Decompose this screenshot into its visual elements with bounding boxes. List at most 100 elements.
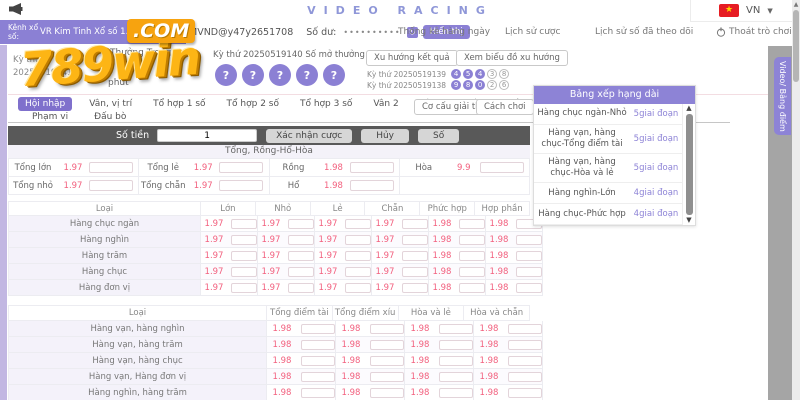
nav-followed-numbers[interactable]: Lịch sử số đã theo dõi bbox=[595, 27, 694, 37]
nav-exit-game[interactable]: Thoát trò chơi bbox=[716, 27, 792, 37]
bet-input[interactable] bbox=[89, 162, 133, 173]
tab-to-hop-1-so[interactable]: Tổ hợp 1 số bbox=[153, 99, 206, 109]
bet-input[interactable] bbox=[439, 371, 473, 382]
ranking-scrollbar[interactable]: ▲ ▼ bbox=[682, 104, 695, 226]
bet-input[interactable] bbox=[402, 250, 428, 261]
bet-input[interactable] bbox=[370, 371, 404, 382]
cancel-button[interactable]: Hủy bbox=[361, 128, 409, 143]
tab-to-hop-2-so[interactable]: Tổ hợp 2 số bbox=[226, 99, 279, 109]
scroll-up-icon[interactable]: ▲ bbox=[686, 104, 692, 112]
amount-input[interactable] bbox=[157, 129, 258, 142]
table-row: Hàng chục 1.97 1.97 1.97 1.97 1.98 1.98 bbox=[9, 264, 543, 280]
bet-input[interactable] bbox=[459, 250, 485, 261]
bet-input[interactable] bbox=[301, 387, 335, 398]
bet-input[interactable] bbox=[231, 234, 257, 245]
bet-input[interactable] bbox=[370, 339, 404, 350]
bet-input[interactable] bbox=[219, 162, 264, 173]
bet-input[interactable] bbox=[370, 387, 404, 398]
bet-input[interactable] bbox=[231, 266, 257, 277]
nav-bet-history[interactable]: Lịch sử cược bbox=[505, 27, 561, 37]
bet-input[interactable] bbox=[508, 339, 542, 350]
video-scoreboard-tab[interactable]: Video/ Bảng điểm bbox=[774, 57, 791, 135]
bet-input[interactable] bbox=[345, 218, 371, 229]
scrollbar-thumb[interactable] bbox=[793, 10, 799, 82]
bet-input[interactable] bbox=[231, 218, 257, 229]
bet-input[interactable] bbox=[439, 387, 473, 398]
bet-input[interactable] bbox=[508, 355, 542, 366]
bet-input[interactable] bbox=[349, 180, 394, 191]
bet-input[interactable] bbox=[459, 218, 485, 229]
bet-input[interactable] bbox=[459, 282, 485, 293]
bet-input[interactable] bbox=[345, 250, 371, 261]
tab-van-vi-tri[interactable]: Vân, vị trí bbox=[89, 99, 133, 109]
language-selector[interactable]: ★ VN ▼ bbox=[690, 0, 792, 22]
bet-input[interactable] bbox=[402, 282, 428, 293]
how-to-play-button[interactable]: Cách chơi bbox=[476, 99, 534, 115]
scrollbar-thumb[interactable] bbox=[685, 114, 693, 216]
tab-pham-vi[interactable]: Phạm vi bbox=[32, 112, 69, 122]
scroll-up-icon[interactable]: ▲ bbox=[793, 1, 799, 8]
trend-chart-button[interactable]: Xem biểu đồ xu hướng bbox=[456, 50, 568, 66]
scroll-down-icon[interactable]: ▼ bbox=[686, 216, 692, 225]
bet-input[interactable] bbox=[231, 282, 257, 293]
bet-input[interactable] bbox=[370, 323, 404, 334]
bet-input[interactable] bbox=[288, 218, 314, 229]
bet-input[interactable] bbox=[345, 234, 371, 245]
bet-input[interactable] bbox=[301, 323, 335, 334]
bet-input[interactable] bbox=[459, 266, 485, 277]
refresh-balance-icon[interactable]: ↻ bbox=[406, 26, 418, 38]
bet-input[interactable] bbox=[516, 234, 542, 245]
bet-input[interactable] bbox=[439, 339, 473, 350]
bet-input[interactable] bbox=[370, 355, 404, 366]
bet-input[interactable] bbox=[349, 162, 394, 173]
bet-input[interactable] bbox=[402, 266, 428, 277]
bet-input[interactable] bbox=[516, 250, 542, 261]
tab-hoi-nhap[interactable]: Hội nhập bbox=[18, 97, 73, 111]
odds-cell: 1.98 bbox=[405, 385, 474, 400]
nav-daily-stats[interactable]: Thống kê hàng ngày bbox=[398, 27, 491, 37]
tab-van-2[interactable]: Vân 2 bbox=[373, 99, 399, 109]
odds-cell: 1.98 bbox=[429, 248, 486, 264]
odds-cell: 1.98 bbox=[405, 321, 474, 337]
bet-input[interactable] bbox=[288, 266, 314, 277]
bet-input[interactable] bbox=[288, 282, 314, 293]
odds-value: 1.98 bbox=[479, 371, 499, 382]
bet-input[interactable] bbox=[288, 250, 314, 261]
bet-input[interactable] bbox=[219, 180, 264, 191]
trend-result-button[interactable]: Xu hướng kết quả bbox=[366, 50, 458, 66]
bet-input[interactable] bbox=[231, 250, 257, 261]
show-balance-button[interactable]: Hiển thị bbox=[422, 25, 470, 39]
bet-input[interactable] bbox=[439, 355, 473, 366]
bet-input[interactable] bbox=[345, 266, 371, 277]
history-extra-ball: 8 bbox=[499, 69, 510, 79]
bet-input[interactable] bbox=[459, 234, 485, 245]
bet-input[interactable] bbox=[479, 162, 524, 173]
bet-input[interactable] bbox=[89, 180, 133, 191]
bet-input[interactable] bbox=[508, 323, 542, 334]
bet-input[interactable] bbox=[301, 355, 335, 366]
bet-input[interactable] bbox=[508, 387, 542, 398]
bet-input[interactable] bbox=[288, 234, 314, 245]
bet-input[interactable] bbox=[345, 282, 371, 293]
bet-input[interactable] bbox=[301, 371, 335, 382]
ranking-item[interactable]: Hàng nghìn-Lớn 4giai đoạn bbox=[534, 183, 682, 205]
page-scrollbar[interactable]: ▲ bbox=[792, 0, 800, 400]
table-row: Hàng trăm 1.97 1.97 1.97 1.97 1.98 1.98 bbox=[9, 248, 543, 264]
bet-input[interactable] bbox=[516, 282, 542, 293]
channel-name[interactable]: VR Kim Tinh Xổ số 1.5 Phút bbox=[40, 26, 156, 37]
bet-input[interactable] bbox=[439, 323, 473, 334]
ranking-item[interactable]: Hàng vạn, hàng chục-Hòa và lẻ 5giai đoạn bbox=[534, 154, 682, 184]
bet-input[interactable] bbox=[402, 234, 428, 245]
number-button[interactable]: Số bbox=[418, 128, 460, 143]
bet-input[interactable] bbox=[301, 339, 335, 350]
bet-input[interactable] bbox=[516, 266, 542, 277]
ranking-item[interactable]: Hàng chục-Phức hợp 4giai đoạn bbox=[534, 204, 682, 226]
tab-dau-bo[interactable]: Đấu bò bbox=[94, 112, 127, 122]
ranking-item[interactable]: Hàng chục ngàn-Nhỏ 5giai đoạn bbox=[534, 104, 682, 125]
odds-value: 1.98 bbox=[489, 218, 509, 229]
bet-input[interactable] bbox=[508, 371, 542, 382]
bet-input[interactable] bbox=[402, 218, 428, 229]
tab-to-hop-3-so[interactable]: Tổ hợp 3 số bbox=[299, 99, 353, 109]
confirm-bet-button[interactable]: Xác nhận cược bbox=[266, 128, 353, 143]
ranking-item[interactable]: Hàng vạn, hàng chục-Tổng điểm tài 5giai … bbox=[534, 125, 682, 155]
